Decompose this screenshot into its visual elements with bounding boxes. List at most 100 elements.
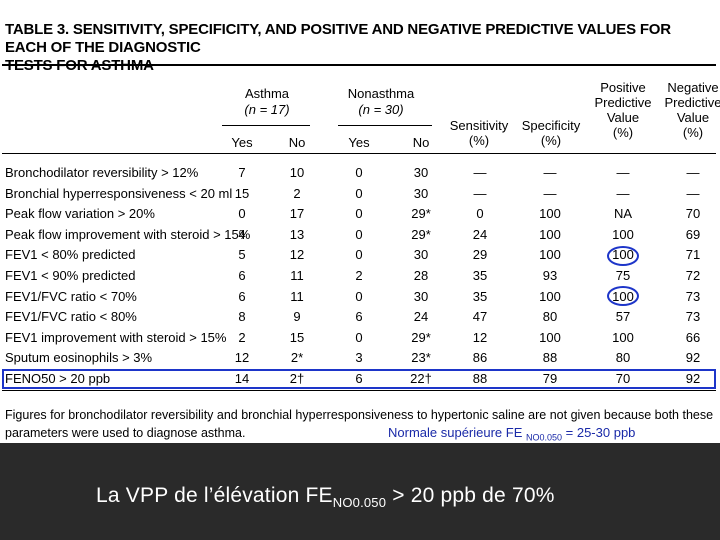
cell-nn: 30 — [413, 165, 429, 180]
cell-ny: 0 — [355, 165, 363, 180]
cell-sens: 24 — [472, 226, 488, 242]
row-label: Peak flow variation > 20% — [5, 206, 155, 222]
table-title-line1: TABLE 3. SENSITIVITY, SPECIFICITY, AND P… — [5, 21, 671, 56]
table-row: Peak flow variation > 20% 0 17 0 29* 0 100 NA 70 — [0, 205, 720, 225]
cell-spec: 80 — [542, 309, 558, 325]
table-row: Bronchodilator reversibility > 12% 7 10 0 30… — [0, 164, 720, 184]
cell-spec: 100 — [539, 288, 561, 304]
row-label: FEV1 < 90% predicted — [5, 268, 136, 283]
row-label: Peak flow improvement with steroid > 15% — [5, 226, 251, 242]
header-ppv-line1: Positive — [600, 80, 646, 95]
caption-sub: NO0.050 — [332, 495, 387, 511]
cell-ppv: — — [616, 165, 630, 180]
cell-sens: 29 — [472, 247, 488, 263]
header-ppv: Positive Predictive Value (%) — [590, 80, 656, 140]
caption-suffix: > 20 ppb de 70% — [386, 484, 555, 507]
cell-an: 13 — [289, 226, 305, 242]
cell-ny: 0 — [355, 185, 363, 201]
ppv-circle-fev1fvc-70 — [607, 286, 639, 306]
cell-ny: 0 — [355, 247, 363, 263]
header-npv-line4: (%) — [682, 125, 704, 140]
group-nonasthma-n: (n = 30) — [358, 102, 404, 117]
cell-ay: 6 — [238, 288, 246, 304]
slide-caption: La VPP de l’élévation FENO0.050 > 20 ppb… — [96, 484, 555, 510]
cell-npv: 72 — [685, 268, 701, 283]
table-title-line2: TESTS FOR ASTHMA — [5, 57, 705, 75]
cell-spec: 100 — [539, 206, 561, 222]
cell-ny: 0 — [355, 329, 363, 345]
cell-nn: 30 — [413, 288, 429, 304]
row-label: FEV1/FVC ratio < 80% — [5, 309, 137, 325]
note-prefix: Normale supérieure FE — [388, 425, 526, 440]
cell-npv: 73 — [685, 309, 701, 325]
cell-ay: 4 — [238, 226, 246, 242]
cell-sens: 35 — [472, 268, 488, 283]
top-rule — [2, 64, 716, 66]
header-nonasthma-yes: Yes — [348, 135, 370, 150]
cell-ny: 0 — [355, 206, 363, 222]
header-npv-line1: Negative — [667, 80, 719, 95]
cell-spec: 93 — [542, 268, 558, 283]
group-header-asthma: Asthma (n = 17) — [222, 86, 312, 118]
cell-nn: 30 — [413, 185, 429, 201]
header-asthma-no: No — [288, 135, 306, 150]
cell-an: 2 — [293, 185, 301, 201]
table-row: Sputum eosinophils > 3% 12 2* 3 23* 86 88 80 92 — [0, 349, 720, 369]
cell-an: 15 — [289, 329, 305, 345]
cell-an: 12 — [289, 247, 305, 263]
header-npv: Negative Predictive Value (%) — [662, 80, 720, 140]
cell-nn: 30 — [413, 247, 429, 263]
header-ppv-line3: Value — [606, 110, 640, 125]
cell-sens: 12 — [472, 329, 488, 345]
header-sensitivity: Sensitivity (%) — [448, 118, 510, 148]
cell-nn: 22† — [410, 371, 432, 386]
cell-ppv: 57 — [615, 309, 631, 325]
header-npv-line3: Value — [676, 110, 710, 125]
header-specificity: Specificity (%) — [518, 118, 584, 148]
cell-ay: 15 — [234, 185, 250, 201]
row-label: Bronchodilator reversibility > 12% — [5, 165, 199, 180]
cell-sens: 0 — [476, 206, 484, 222]
row-label: Sputum eosinophils > 3% — [5, 350, 153, 366]
cell-ay: 6 — [238, 268, 246, 283]
table-row: Peak flow improvement with steroid > 15%… — [0, 226, 720, 246]
cell-nn: 29* — [411, 329, 431, 345]
cell-ppv: — — [616, 185, 630, 201]
caption-prefix: La VPP de l’élévation FE — [96, 484, 333, 507]
header-ppv-line4: (%) — [612, 125, 634, 140]
header-specificity-line2: (%) — [540, 133, 562, 148]
group-asthma-underline — [222, 125, 310, 126]
table-row: FEV1 improvement with steroid > 15% 2 15 0 2… — [0, 329, 720, 349]
cell-sens: — — [473, 165, 487, 180]
group-header-nonasthma: Nonasthma (n = 30) — [335, 86, 427, 118]
row-label: FEV1/FVC ratio < 70% — [5, 288, 137, 304]
table-row: Bronchial hyperresponsiveness < 20 ml 15 2… — [0, 185, 720, 205]
header-rule — [2, 153, 716, 154]
cell-spec: — — [543, 165, 557, 180]
header-specificity-line1: Specificity — [521, 118, 581, 133]
cell-spec: 100 — [539, 329, 561, 345]
cell-sens: 86 — [472, 350, 488, 366]
header-sensitivity-line2: (%) — [468, 133, 490, 148]
cell-ay: 0 — [238, 206, 246, 222]
cell-ay: 14 — [234, 371, 250, 386]
cell-npv: 92 — [685, 371, 701, 386]
cell-sens: — — [473, 185, 487, 201]
cell-sens: 47 — [472, 309, 488, 325]
cell-npv: 73 — [685, 288, 701, 304]
cell-ny: 0 — [355, 288, 363, 304]
group-nonasthma-underline — [338, 125, 432, 126]
cell-nn: 29* — [411, 226, 431, 242]
group-asthma-n: (n = 17) — [244, 102, 290, 117]
cell-nn: 24 — [413, 309, 429, 325]
cell-ny: 0 — [355, 226, 363, 242]
cell-ppv: 70 — [615, 371, 631, 386]
cell-ay: 5 — [238, 247, 246, 263]
cell-npv: 92 — [685, 350, 701, 366]
cell-spec: 88 — [542, 350, 558, 366]
cell-nn: 23* — [411, 350, 431, 366]
cell-spec: 100 — [539, 247, 561, 263]
header-sensitivity-line1: Sensitivity — [449, 118, 509, 133]
cell-an: 10 — [289, 165, 305, 180]
cell-an: 9 — [293, 309, 301, 325]
